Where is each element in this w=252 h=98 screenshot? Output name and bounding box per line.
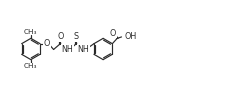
Text: NH: NH [77, 45, 88, 54]
Text: O: O [57, 32, 63, 41]
Text: OH: OH [124, 32, 136, 41]
Text: O: O [43, 39, 50, 48]
Text: O: O [109, 29, 116, 38]
Text: NH: NH [61, 45, 73, 54]
Text: S: S [73, 32, 79, 41]
Text: CH₃: CH₃ [24, 29, 38, 35]
Text: CH₃: CH₃ [24, 63, 38, 69]
